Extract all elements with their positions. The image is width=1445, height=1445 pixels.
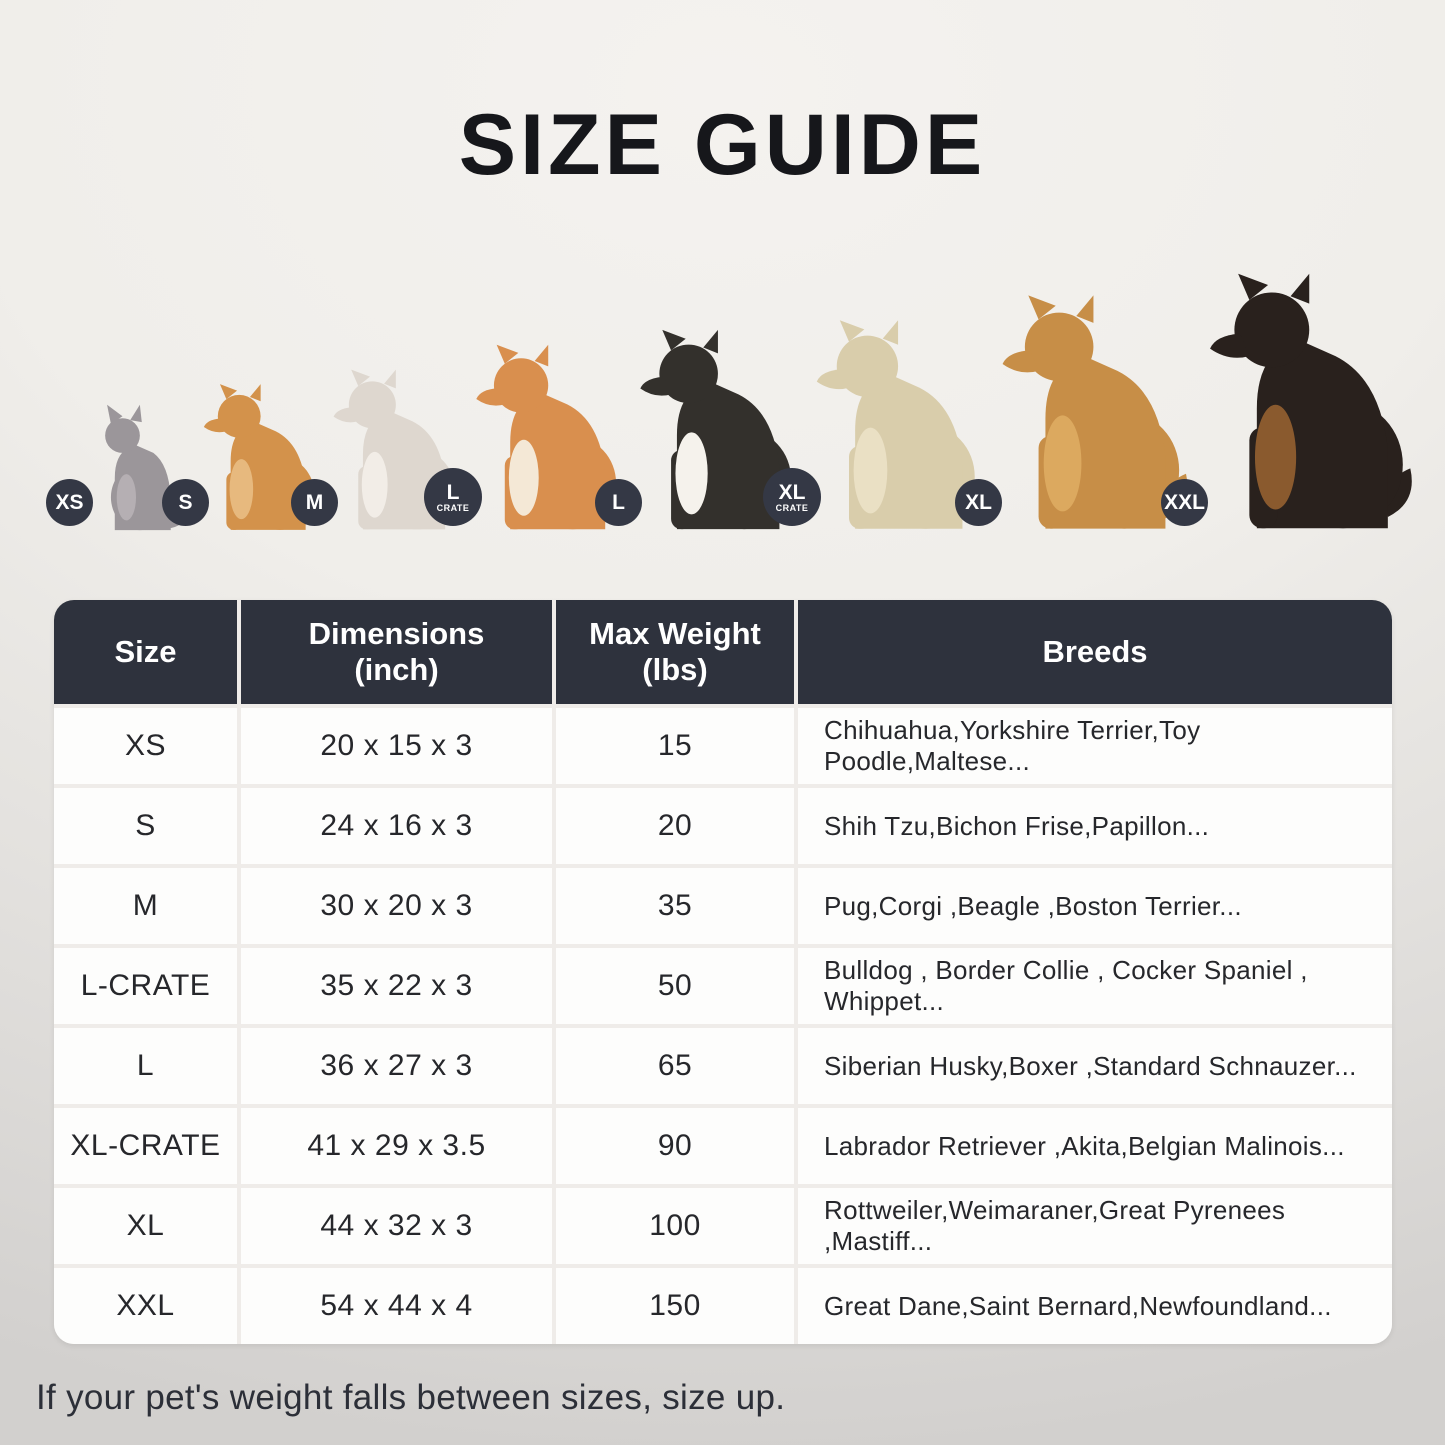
cell-size: XS [54,708,237,784]
size-badge-l-crate: L CRATE [424,468,482,526]
cell-size: S [54,788,237,864]
cell-max-weight: 20 [556,788,794,864]
size-badge-xl-crate: XL CRATE [763,468,821,526]
cell-max-weight: 65 [556,1028,794,1104]
header-cell-max-weight: Max Weight (lbs) [556,600,794,704]
cell-size: XL-CRATE [54,1108,237,1184]
border-collie-icon [640,329,799,530]
cell-breeds: Labrador Retriever ,Akita,Belgian Malino… [798,1108,1392,1184]
cell-max-weight: 150 [556,1268,794,1344]
cell-max-weight: 15 [556,708,794,784]
animal-item-xs: XS [46,397,194,532]
cell-size: XL [54,1188,237,1264]
cell-dimensions: 44 x 32 x 3 [241,1188,552,1264]
size-badge-l: L [595,479,642,526]
doberman-icon [1210,273,1412,529]
cell-size: XXL [54,1268,237,1344]
cell-max-weight: 35 [556,868,794,944]
page-title: SIZE GUIDE [458,97,987,193]
cell-dimensions: 30 x 20 x 3 [241,868,552,944]
cell-breeds: Siberian Husky,Boxer ,Standard Schnauzer… [798,1028,1392,1104]
cell-breeds: Pug,Corgi ,Beagle ,Boston Terrier... [798,868,1392,944]
cell-breeds: Shih Tzu,Bichon Frise,Papillon... [798,788,1392,864]
cell-breeds: Rottweiler,Weimaraner,Great Pyrenees ,Ma… [798,1188,1392,1264]
animal-item-xl-crate: XL CRATE [763,317,987,532]
golden-retriever-icon [1002,295,1188,529]
cell-max-weight: 100 [556,1188,794,1264]
cell-breeds: Bulldog , Border Collie , Cocker Spaniel… [798,948,1392,1024]
animal-item-xxl: XXL [1161,270,1418,532]
animal-item-xl: XL [955,292,1193,532]
cell-max-weight: 50 [556,948,794,1024]
cell-dimensions: 54 x 44 x 4 [241,1268,552,1344]
cell-dimensions: 24 x 16 x 3 [241,788,552,864]
animal-row: XS S [46,250,1412,532]
cell-dimensions: 36 x 27 x 3 [241,1028,552,1104]
sizing-note: If your pet's weight falls between sizes… [36,1378,786,1417]
animal-item-l: L [595,327,803,532]
header-cell-size: Size [54,600,237,704]
cell-max-weight: 90 [556,1108,794,1184]
header-cell-breeds: Breeds [798,600,1392,704]
cell-size: L-CRATE [54,948,237,1024]
cell-size: M [54,868,237,944]
size-badge-xs: XS [46,479,93,526]
cell-breeds: Chihuahua,Yorkshire Terrier,Toy Poodle,M… [798,708,1392,784]
size-badge-m: M [291,479,338,526]
size-badge-xxl: XXL [1161,479,1208,526]
cell-dimensions: 20 x 15 x 3 [241,708,552,784]
header-cell-dimensions: Dimensions (inch) [241,600,552,704]
cell-size: L [54,1028,237,1104]
cell-breeds: Great Dane,Saint Bernard,Newfoundland... [798,1268,1392,1344]
labrador-icon [816,320,983,529]
size-table: Size Dimensions (inch) Max Weight (lbs) … [54,600,1392,1344]
size-badge-xl: XL [955,479,1002,526]
cat-icon [105,404,189,531]
cell-dimensions: 35 x 22 x 3 [241,948,552,1024]
cell-dimensions: 41 x 29 x 3.5 [241,1108,552,1184]
size-badge-s: S [162,479,209,526]
